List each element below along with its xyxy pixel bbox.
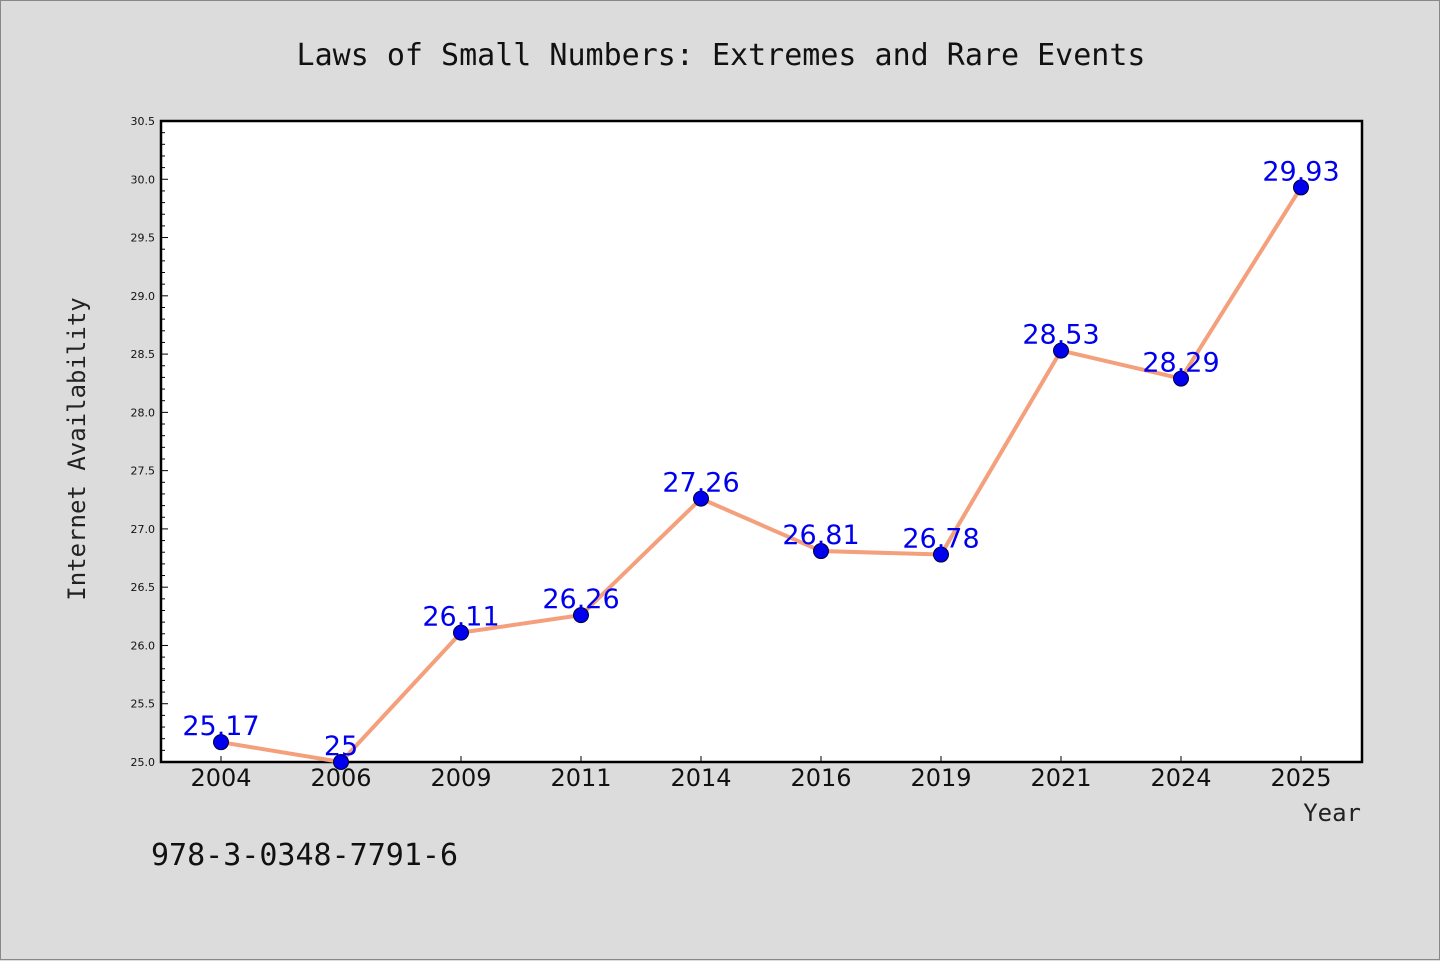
y-tick-label: 27.0 bbox=[131, 523, 156, 536]
plot-area bbox=[159, 119, 1364, 764]
data-label: 25.17 bbox=[182, 711, 259, 742]
y-tick-label: 30.0 bbox=[131, 173, 156, 186]
data-point bbox=[333, 754, 349, 770]
data-point bbox=[813, 543, 829, 560]
x-tick-label: 2025 bbox=[1270, 764, 1331, 792]
x-tick-label: 2009 bbox=[430, 764, 491, 792]
data-label: 26.26 bbox=[542, 584, 619, 615]
x-axis-label: Year bbox=[1303, 799, 1361, 827]
data-label: 26.11 bbox=[422, 602, 499, 633]
data-point bbox=[213, 734, 229, 751]
data-point bbox=[573, 607, 589, 624]
y-axis-label: Internet Availability bbox=[63, 297, 91, 600]
x-tick-label: 2019 bbox=[910, 764, 971, 792]
x-axis: 2004 2006 2009 2011 2014 2016 2019 2021 2024 2025 bbox=[190, 756, 1332, 792]
series-layer bbox=[213, 179, 1309, 770]
data-point bbox=[1053, 342, 1069, 359]
x-tick-label: 2024 bbox=[1150, 764, 1211, 792]
y-tick-label: 29.0 bbox=[131, 290, 156, 303]
y-tick-label: 27.5 bbox=[131, 465, 156, 478]
data-label: 28.29 bbox=[1142, 348, 1219, 379]
x-tick-label: 2021 bbox=[1030, 764, 1091, 792]
x-tick-label: 2011 bbox=[550, 764, 611, 792]
isbn-footer: 978-3-0348-7791-6 bbox=[151, 838, 458, 873]
y-tick-label: 26.5 bbox=[131, 581, 156, 594]
x-tick-label: 2004 bbox=[190, 764, 251, 792]
x-tick-label: 2016 bbox=[790, 764, 851, 792]
chart-title: Laws of Small Numbers: Extremes and Rare… bbox=[297, 38, 1146, 73]
data-label: 28.53 bbox=[1022, 320, 1099, 351]
y-tick-label: 28.5 bbox=[131, 348, 156, 361]
x-tick-label: 2014 bbox=[670, 764, 731, 792]
y-tick-label: 30.5 bbox=[131, 115, 156, 128]
y-tick-label: 25.0 bbox=[131, 756, 156, 769]
y-tick-label: 28.0 bbox=[131, 406, 156, 419]
data-label: 27.26 bbox=[662, 468, 739, 499]
y-tick-label: 26.0 bbox=[131, 639, 156, 652]
data-label: 25 bbox=[324, 731, 358, 762]
data-label: 29.93 bbox=[1262, 156, 1339, 187]
data-label: 26.81 bbox=[782, 520, 859, 551]
y-axis: 25.0 25.5 26.0 26.5 27.0 27.5 28.0 28.5 29.0 29.5… bbox=[131, 115, 168, 769]
data-point bbox=[1173, 370, 1189, 387]
data-point bbox=[453, 624, 469, 641]
data-label: 26.78 bbox=[902, 524, 979, 555]
y-tick-label: 29.5 bbox=[131, 232, 156, 245]
data-point bbox=[693, 490, 709, 507]
data-point bbox=[1293, 179, 1309, 196]
data-labels: 25.17 25 26.11 26.26 27.26 26.81 26.78 28.53 28.… bbox=[182, 156, 1339, 762]
data-point bbox=[933, 546, 949, 563]
series-line bbox=[220, 186, 1303, 764]
y-tick-label: 25.5 bbox=[131, 698, 156, 711]
